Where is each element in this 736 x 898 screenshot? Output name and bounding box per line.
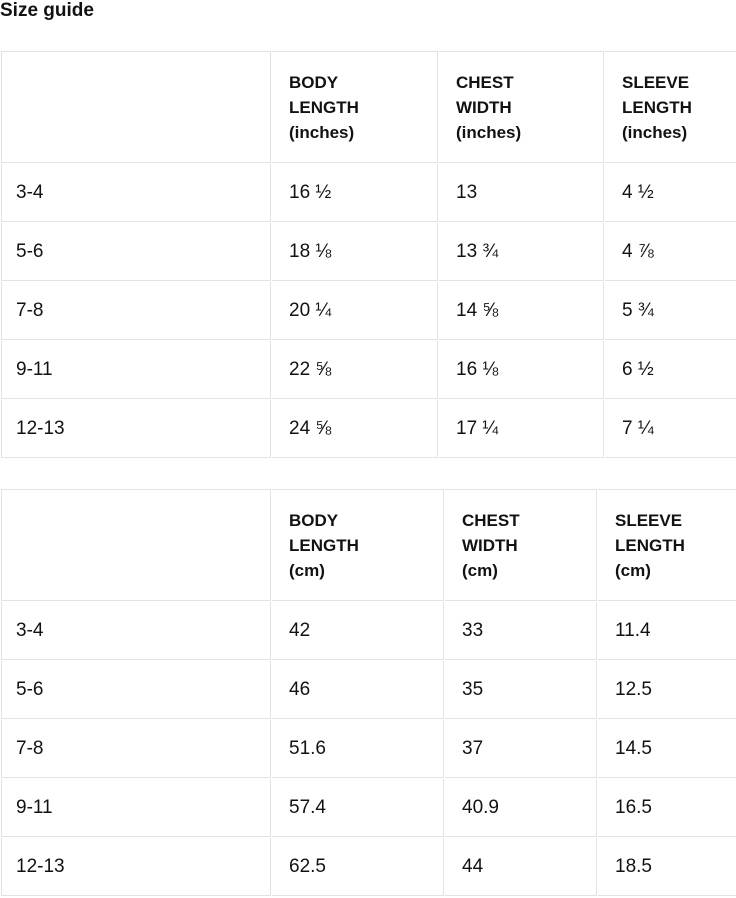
body-length-cell: 20 ¼ bbox=[272, 282, 438, 340]
col-header-body-length-cm: BODY LENGTH (cm) bbox=[272, 489, 444, 601]
col-header-sleeve-length-cm: SLEEVE LENGTH (cm) bbox=[598, 489, 736, 601]
sleeve-length-cell: 6 ½ bbox=[605, 341, 736, 399]
col-header-chest-width-cm: CHEST WIDTH (cm) bbox=[445, 489, 597, 601]
size-cell: 9-11 bbox=[1, 779, 271, 837]
size-cell: 3-4 bbox=[1, 602, 271, 660]
chest-width-cell: 44 bbox=[445, 838, 597, 896]
chest-width-cell: 17 ¼ bbox=[439, 400, 604, 458]
chest-width-cell: 13 ¾ bbox=[439, 223, 604, 281]
body-length-cell: 18 ⅛ bbox=[272, 223, 438, 281]
sleeve-length-cell: 18.5 bbox=[598, 838, 736, 896]
body-length-cell: 46 bbox=[272, 661, 444, 719]
table-row: 7-8 20 ¼ 14 ⅝ 5 ¾ bbox=[1, 282, 736, 340]
size-guide-title: Size guide bbox=[0, 0, 94, 21]
body-length-cell: 22 ⅝ bbox=[272, 341, 438, 399]
sleeve-length-cell: 12.5 bbox=[598, 661, 736, 719]
size-cell: 7-8 bbox=[1, 720, 271, 778]
table-row: 9-11 57.4 40.9 16.5 bbox=[1, 779, 736, 837]
size-table-inches: BODY LENGTH (inches) CHEST WIDTH (inches… bbox=[0, 50, 736, 459]
size-cell: 7-8 bbox=[1, 282, 271, 340]
size-cell: 9-11 bbox=[1, 341, 271, 399]
body-length-cell: 57.4 bbox=[272, 779, 444, 837]
sleeve-length-cell: 14.5 bbox=[598, 720, 736, 778]
size-cell: 3-4 bbox=[1, 164, 271, 222]
sleeve-length-cell: 11.4 bbox=[598, 602, 736, 660]
sleeve-length-cell: 7 ¼ bbox=[605, 400, 736, 458]
size-cell: 12-13 bbox=[1, 400, 271, 458]
chest-width-cell: 13 bbox=[439, 164, 604, 222]
sleeve-length-cell: 4 ⅞ bbox=[605, 223, 736, 281]
table-row: 5-6 46 35 12.5 bbox=[1, 661, 736, 719]
sleeve-length-cell: 4 ½ bbox=[605, 164, 736, 222]
chest-width-cell: 37 bbox=[445, 720, 597, 778]
table-row: 12-13 24 ⅝ 17 ¼ 7 ¼ bbox=[1, 400, 736, 458]
header-row: BODY LENGTH (inches) CHEST WIDTH (inches… bbox=[1, 51, 736, 163]
table-row: 5-6 18 ⅛ 13 ¾ 4 ⅞ bbox=[1, 223, 736, 281]
chest-width-cell: 16 ⅛ bbox=[439, 341, 604, 399]
table-row: 7-8 51.6 37 14.5 bbox=[1, 720, 736, 778]
table-row: 3-4 16 ½ 13 4 ½ bbox=[1, 164, 736, 222]
col-header-sleeve-length-inches: SLEEVE LENGTH (inches) bbox=[605, 51, 736, 163]
table-row: 9-11 22 ⅝ 16 ⅛ 6 ½ bbox=[1, 341, 736, 399]
size-table-cm: BODY LENGTH (cm) CHEST WIDTH (cm) SLEEVE… bbox=[0, 488, 736, 897]
header-row: BODY LENGTH (cm) CHEST WIDTH (cm) SLEEVE… bbox=[1, 489, 736, 601]
body-length-cell: 16 ½ bbox=[272, 164, 438, 222]
body-length-cell: 51.6 bbox=[272, 720, 444, 778]
col-header-body-length-inches: BODY LENGTH (inches) bbox=[272, 51, 438, 163]
chest-width-cell: 33 bbox=[445, 602, 597, 660]
body-length-cell: 62.5 bbox=[272, 838, 444, 896]
body-length-cell: 42 bbox=[272, 602, 444, 660]
sleeve-length-cell: 5 ¾ bbox=[605, 282, 736, 340]
size-cell: 12-13 bbox=[1, 838, 271, 896]
body-length-cell: 24 ⅝ bbox=[272, 400, 438, 458]
chest-width-cell: 35 bbox=[445, 661, 597, 719]
col-header-size bbox=[1, 489, 271, 601]
size-cell: 5-6 bbox=[1, 223, 271, 281]
chest-width-cell: 40.9 bbox=[445, 779, 597, 837]
sleeve-length-cell: 16.5 bbox=[598, 779, 736, 837]
chest-width-cell: 14 ⅝ bbox=[439, 282, 604, 340]
col-header-chest-width-inches: CHEST WIDTH (inches) bbox=[439, 51, 604, 163]
size-cell: 5-6 bbox=[1, 661, 271, 719]
col-header-size bbox=[1, 51, 271, 163]
table-row: 12-13 62.5 44 18.5 bbox=[1, 838, 736, 896]
table-row: 3-4 42 33 11.4 bbox=[1, 602, 736, 660]
